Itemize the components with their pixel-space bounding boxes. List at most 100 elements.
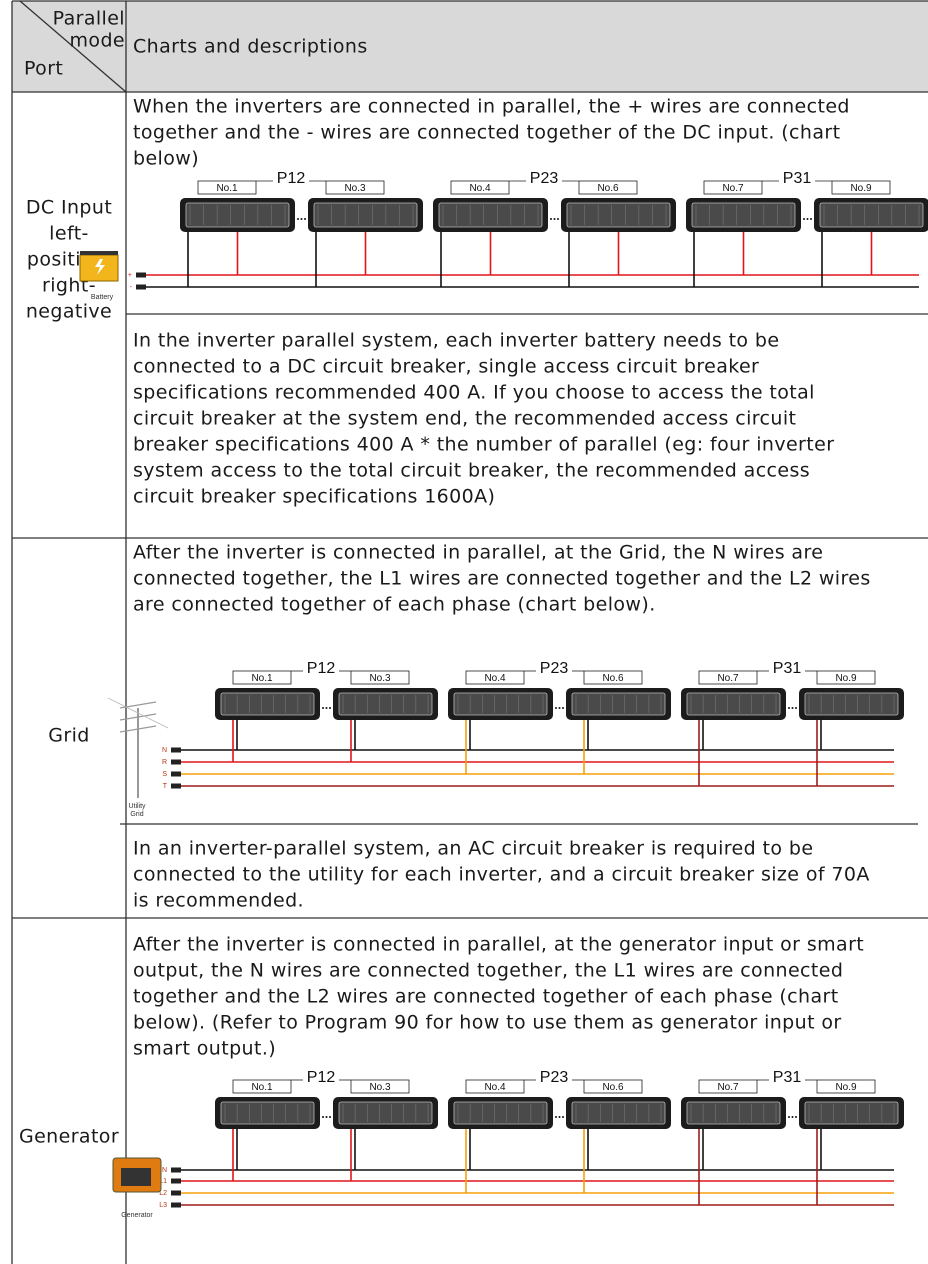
inverter-panel xyxy=(804,1101,899,1125)
unit-label-box xyxy=(583,1079,643,1094)
ellipsis-dot xyxy=(555,707,557,709)
ellipsis-dot xyxy=(297,218,299,220)
unit-label: No.3 xyxy=(344,183,366,194)
inverter-panel xyxy=(438,202,543,228)
terminal-label: L3 xyxy=(159,1202,167,1209)
unit-label: No.7 xyxy=(717,1082,739,1093)
ellipsis-dot xyxy=(788,707,790,709)
inverter-panel xyxy=(313,202,418,228)
terminal-label: - xyxy=(130,284,133,291)
port-label: Generator xyxy=(19,1126,119,1148)
unit-label-box xyxy=(232,1079,292,1094)
description-line: connected to a DC circuit breaker, singl… xyxy=(133,356,759,378)
terminal-label: L2 xyxy=(159,1190,167,1197)
source-label: Grid xyxy=(130,811,143,818)
connector xyxy=(136,284,146,290)
connector xyxy=(171,759,181,765)
ellipsis-dot xyxy=(553,218,556,220)
wiring-diagram: No.1 No.3 P12 No.4 No.6 P23 No.7 No.9 P31 N L1 L2 L3… xyxy=(112,1069,904,1219)
unit-label: No.6 xyxy=(602,1082,624,1093)
ellipsis-dot xyxy=(791,707,794,709)
inverter-panel xyxy=(185,202,290,228)
group-label: P31 xyxy=(783,170,812,187)
ellipsis-dot xyxy=(788,1116,790,1118)
ellipsis-dot xyxy=(555,1116,557,1118)
ellipsis-dot xyxy=(329,1116,331,1118)
description-line: connected to the utility for each invert… xyxy=(133,864,870,886)
ellipsis-dot xyxy=(550,218,552,220)
unit-label-box xyxy=(578,180,638,195)
terminal-label: S xyxy=(162,771,167,778)
inverter-panel xyxy=(571,1101,666,1125)
inverter-panel xyxy=(691,202,796,228)
port-label: negative xyxy=(26,301,112,323)
group-label: P23 xyxy=(530,170,559,187)
unit-label: No.1 xyxy=(251,673,273,684)
inverter-panel xyxy=(338,692,433,716)
ellipsis-dot xyxy=(806,218,809,220)
unit-label-box xyxy=(816,670,876,685)
unit-label: No.9 xyxy=(835,1082,857,1093)
pole-wire xyxy=(107,697,169,729)
terminal-label: L1 xyxy=(159,1178,167,1185)
inverter-panel xyxy=(804,692,899,716)
unit-label-box xyxy=(816,1079,876,1094)
unit-label: No.6 xyxy=(602,673,624,684)
description-line: below). (Refer to Program 90 for how to … xyxy=(133,1012,842,1034)
connector xyxy=(171,1202,181,1208)
source-label: Battery xyxy=(91,294,114,301)
description-line: After the inverter is connected in paral… xyxy=(133,542,823,564)
terminal-label: T xyxy=(163,783,168,790)
description-line: output, the N wires are connected togeth… xyxy=(133,960,843,982)
corner-top: mode xyxy=(70,30,125,52)
ellipsis-dot xyxy=(562,1116,564,1118)
unit-label: No.1 xyxy=(251,1082,273,1093)
ellipsis-dot xyxy=(300,218,303,220)
battery xyxy=(79,254,119,282)
source-label: Utility xyxy=(128,803,146,810)
description-line: connected together, the L1 wires are con… xyxy=(133,568,871,590)
group-label: P31 xyxy=(773,660,802,677)
description-line: below) xyxy=(133,148,199,170)
ellipsis-dot xyxy=(791,1116,794,1118)
unit-label-box xyxy=(350,1079,410,1094)
connector xyxy=(171,1178,181,1184)
inverter-panel xyxy=(686,692,781,716)
inverter-panel xyxy=(453,692,548,716)
ellipsis-dot xyxy=(558,707,561,709)
terminal-label: + xyxy=(128,272,132,279)
inverter-panel xyxy=(686,1101,781,1125)
group-label: P23 xyxy=(540,1069,569,1086)
inverter-panel xyxy=(566,202,671,228)
connector xyxy=(171,747,181,753)
description-line: system access to the total circuit break… xyxy=(133,460,810,482)
description-line: specifications recommended 400 A. If you… xyxy=(133,382,815,404)
description-line: together and the - wires are connected t… xyxy=(133,122,840,144)
terminal-label: N xyxy=(162,1167,167,1174)
ellipsis-dot xyxy=(558,1116,561,1118)
unit-label: No.4 xyxy=(469,183,491,194)
header-bg xyxy=(12,1,928,92)
description-line: breaker specifications 400 A * the numbe… xyxy=(133,434,834,456)
unit-label-box xyxy=(698,670,758,685)
connector xyxy=(171,771,181,777)
inverter-panel xyxy=(220,1101,315,1125)
connector xyxy=(136,272,146,278)
pole-arm xyxy=(119,725,157,733)
connector xyxy=(171,1167,181,1173)
group-label: P23 xyxy=(540,660,569,677)
corner-top: Parallel xyxy=(53,8,125,30)
group-label: P31 xyxy=(773,1069,802,1086)
battery-top xyxy=(80,251,118,255)
description-line: smart output.) xyxy=(133,1038,276,1060)
connector xyxy=(171,783,181,789)
pole-arm xyxy=(119,713,157,721)
ellipsis-dot xyxy=(325,707,328,709)
generator-engine xyxy=(121,1168,151,1186)
group-label: P12 xyxy=(307,660,336,677)
inverter-panel xyxy=(338,1101,433,1125)
unit-label: No.1 xyxy=(216,183,238,194)
unit-label-box xyxy=(583,670,643,685)
port-label: Grid xyxy=(48,725,89,747)
